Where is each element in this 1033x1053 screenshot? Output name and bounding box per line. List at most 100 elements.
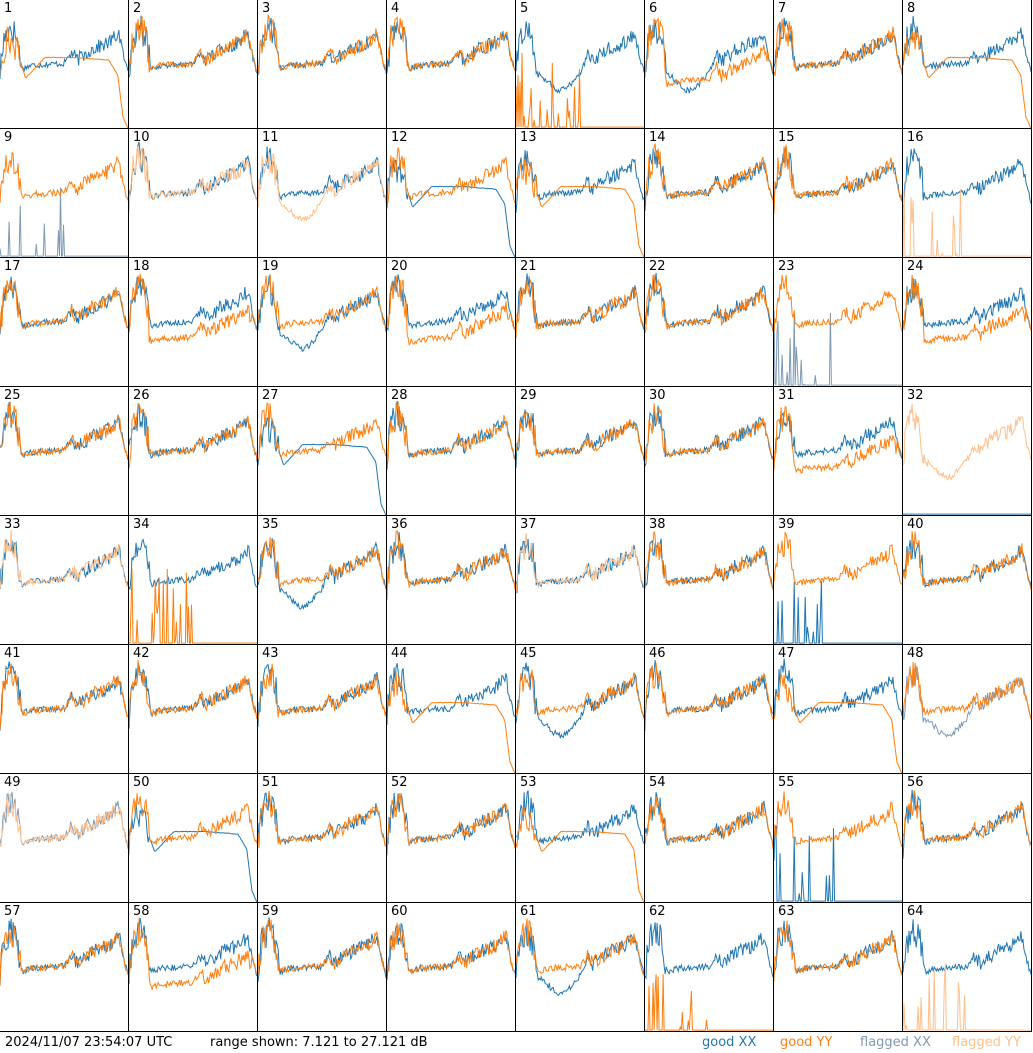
good-yy-line: [0, 925, 128, 986]
panel-plot: [516, 273, 644, 339]
good-xx-line: [129, 275, 257, 333]
antenna-panel: 60: [387, 903, 516, 1032]
antenna-panel: 42: [129, 645, 258, 774]
panel-label: 24: [907, 259, 924, 274]
good-yy-line: [387, 147, 515, 204]
panel-plot: [645, 272, 773, 334]
antenna-panel: 35: [258, 516, 387, 645]
antenna-panel: 51: [258, 774, 387, 903]
good-xx-line: [129, 663, 257, 729]
panel-label: 31: [778, 388, 795, 403]
antenna-panel: 45: [516, 645, 645, 774]
panel-label: 29: [520, 388, 537, 403]
antenna-panel: 39: [774, 516, 903, 645]
panel-plot: [258, 401, 386, 515]
good-yy-line: [129, 273, 257, 344]
good-yy-line: [645, 403, 773, 463]
flagged-yy-line: [516, 533, 644, 595]
panel-label: 48: [907, 646, 924, 661]
good-xx-line: [258, 146, 386, 201]
good-yy-line: [903, 790, 1031, 847]
panel-label: 11: [262, 130, 279, 145]
good-xx-line: [903, 278, 1031, 330]
good-yy-line: [645, 662, 773, 731]
timestamp: 2024/11/07 23:54:07 UTC: [5, 1035, 173, 1050]
panel-label: 46: [649, 646, 666, 661]
panel-label: 16: [907, 130, 924, 145]
good-yy-line: [516, 279, 644, 339]
panel-plot: [387, 274, 515, 347]
antenna-panel: 28: [387, 387, 516, 516]
antenna-panel: 7: [774, 0, 903, 129]
antenna-panel: 59: [258, 903, 387, 1032]
good-yy-line: [516, 669, 644, 717]
panel-label: 21: [520, 259, 537, 274]
antenna-panel: 21: [516, 258, 645, 387]
good-yy-line: [387, 792, 515, 856]
good-xx-line: [774, 411, 902, 465]
good-xx-line: [387, 663, 515, 725]
antenna-panel: 43: [258, 645, 387, 774]
good-xx-line: [903, 15, 1031, 72]
good-yy-line: [258, 401, 386, 460]
antenna-panel: 24: [903, 258, 1032, 387]
panel-label: 64: [907, 904, 924, 919]
antenna-panel: 6: [645, 0, 774, 129]
panel-label: 51: [262, 775, 279, 790]
antenna-panel: 25: [0, 387, 129, 516]
panel-plot: [129, 141, 257, 213]
antenna-panel: 4: [387, 0, 516, 129]
panel-plot: [903, 274, 1031, 346]
antenna-panel: 14: [645, 129, 774, 258]
panel-plot: [258, 146, 386, 223]
flagged-yy-line: [903, 403, 1031, 481]
antenna-panel: 49: [0, 774, 129, 903]
good-xx-line: [387, 274, 515, 332]
antenna-panel: 64: [903, 903, 1032, 1032]
flagged-yy-line: [0, 529, 128, 588]
antenna-panel: 3: [258, 0, 387, 129]
panel-plot: [516, 21, 644, 128]
antenna-panel: 56: [903, 774, 1032, 903]
good-yy-line: [258, 14, 386, 75]
panel-plot: [645, 922, 773, 1031]
panel-label: 27: [262, 388, 279, 403]
flagged-yy-line: [0, 793, 128, 848]
panel-label: 55: [778, 775, 795, 790]
flagged-yy-line: [903, 188, 1031, 257]
good-yy-line: [0, 663, 128, 730]
antenna-panel: 47: [774, 645, 903, 774]
flagged-xx-line: [0, 791, 128, 849]
panel-label: 25: [4, 388, 21, 403]
panel-plot: [258, 537, 386, 610]
good-yy-line: [645, 974, 773, 1031]
panel-plot: [645, 660, 773, 731]
panel-label: 12: [391, 130, 408, 145]
panel-label: 1: [4, 1, 13, 16]
good-yy-line: [645, 143, 773, 201]
panel-plot: [387, 663, 515, 773]
panel-plot: [645, 792, 773, 849]
good-yy-line: [645, 796, 773, 849]
panel-label: 39: [778, 517, 795, 532]
good-xx-line: [645, 792, 773, 847]
antenna-panel: 11: [258, 129, 387, 258]
good-xx-line: [258, 917, 386, 982]
range-label: range shown: 7.121 to 27.121 dB: [210, 1035, 428, 1050]
panel-plot: [645, 531, 773, 590]
good-xx-line: [645, 405, 773, 467]
panel-plot: [516, 150, 644, 257]
flagged-xx-line: [0, 187, 128, 257]
panel-label: 35: [262, 517, 279, 532]
good-yy-line: [258, 537, 386, 589]
panel-label: 44: [391, 646, 408, 661]
legend-flagged-yy: flagged YY: [952, 1035, 1021, 1050]
antenna-panel: 5: [516, 0, 645, 129]
antenna-panel: 2: [129, 0, 258, 129]
good-xx-line: [516, 790, 644, 845]
flagged-xx-line: [774, 310, 902, 386]
panel-label: 47: [778, 646, 795, 661]
panel-label: 32: [907, 388, 924, 403]
panel-plot: [0, 529, 128, 590]
